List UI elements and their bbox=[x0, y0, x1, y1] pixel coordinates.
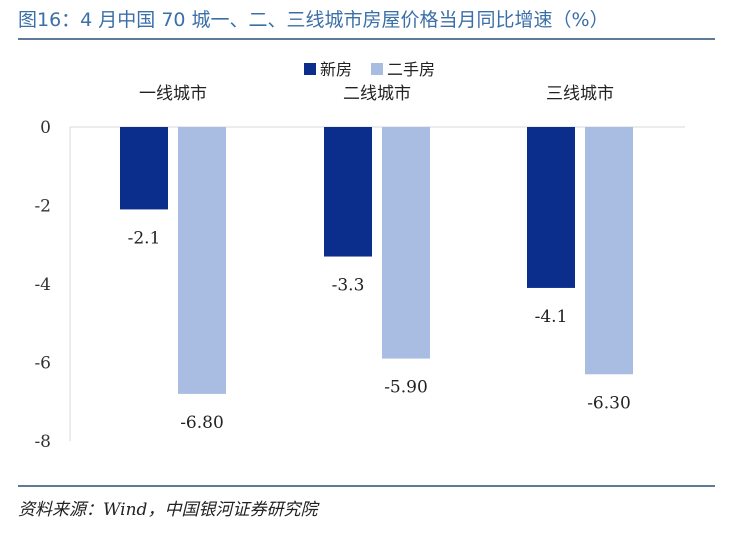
bar-second-hand-2 bbox=[382, 127, 430, 359]
top-rule bbox=[18, 38, 715, 40]
data-label: -5.90 bbox=[384, 378, 428, 398]
data-label: -3.3 bbox=[332, 276, 365, 296]
data-label: -4.1 bbox=[535, 307, 568, 327]
category-label: 二线城市 bbox=[343, 84, 411, 104]
figure-title: 图16：4 月中国 70 城一、二、三线城市房屋价格当月同比增速（%） bbox=[18, 9, 609, 31]
y-tick-label: 0 bbox=[40, 118, 51, 138]
category-label: 三线城市 bbox=[546, 84, 614, 104]
y-tick-label: -4 bbox=[34, 275, 51, 295]
legend-swatch-new-home bbox=[304, 63, 316, 75]
bar-second-hand-3 bbox=[585, 127, 633, 375]
bar-new-home-2 bbox=[324, 127, 372, 257]
source-note: 资料来源：Wind，中国银河证券研究院 bbox=[18, 500, 318, 520]
bar-second-hand-1 bbox=[178, 127, 226, 394]
y-tick-label: -2 bbox=[34, 197, 51, 217]
bar-new-home-1 bbox=[120, 127, 168, 210]
legend-swatch-second-hand bbox=[371, 63, 383, 75]
data-label: -6.30 bbox=[587, 393, 631, 413]
legend-label: 二手房 bbox=[387, 60, 435, 79]
data-label: -2.1 bbox=[128, 228, 161, 248]
y-tick-label: -6 bbox=[34, 354, 51, 374]
legend-label: 新房 bbox=[320, 60, 352, 79]
bottom-rule bbox=[18, 485, 715, 487]
bar-new-home-3 bbox=[527, 127, 575, 288]
y-tick-label: -8 bbox=[34, 432, 51, 452]
data-label: -6.80 bbox=[180, 413, 224, 433]
category-label: 一线城市 bbox=[139, 84, 207, 104]
